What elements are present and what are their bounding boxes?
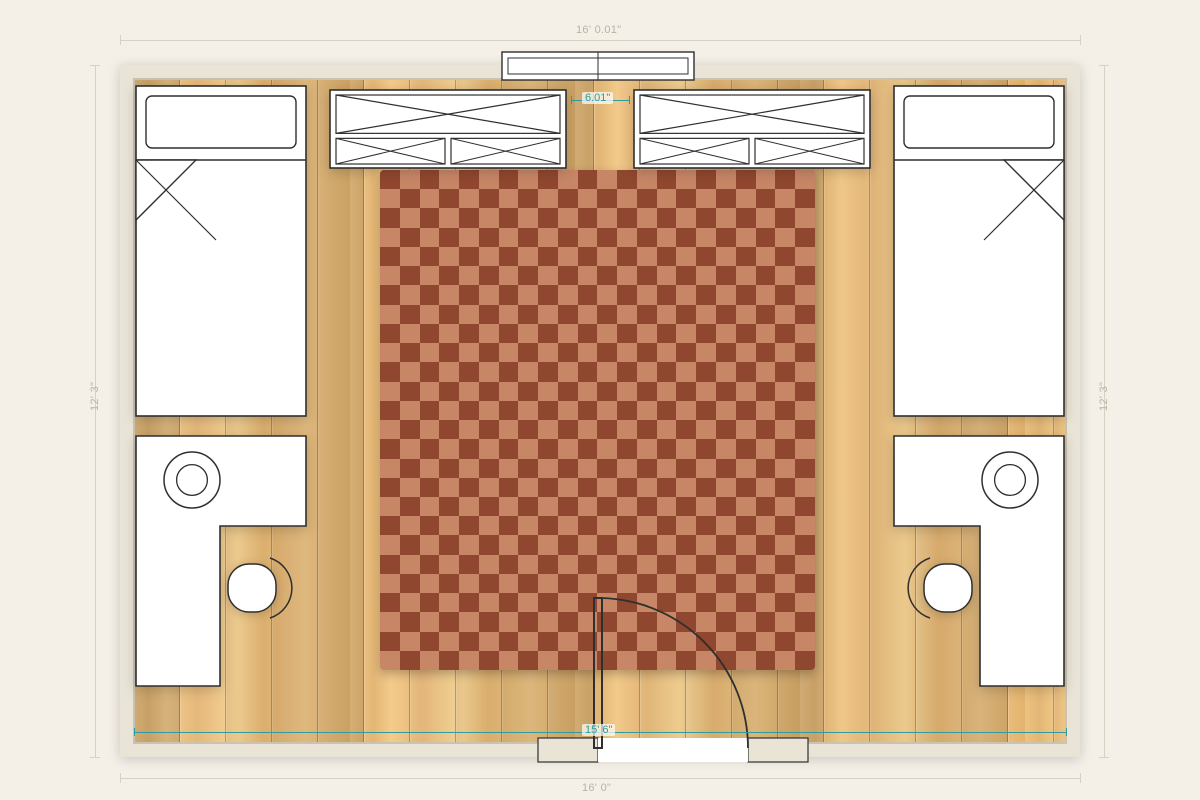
dim-right bbox=[1104, 65, 1105, 757]
inner-dim-bottom-label: 15' 6" bbox=[582, 724, 615, 736]
checker-rug bbox=[380, 170, 815, 670]
inner-dim-top-gap-label: 6.01" bbox=[582, 92, 613, 104]
dim-top bbox=[120, 40, 1080, 41]
room: 6.01" 15' 6" bbox=[120, 65, 1080, 757]
dim-bottom bbox=[120, 778, 1080, 779]
dim-right-label: 12' 3" bbox=[1098, 382, 1110, 411]
dim-bottom-label: 16' 0" bbox=[582, 782, 611, 794]
dim-left bbox=[95, 65, 96, 757]
dim-top-label: 16' 0.01" bbox=[576, 24, 621, 36]
dim-left-label: 12' 3" bbox=[89, 382, 101, 411]
